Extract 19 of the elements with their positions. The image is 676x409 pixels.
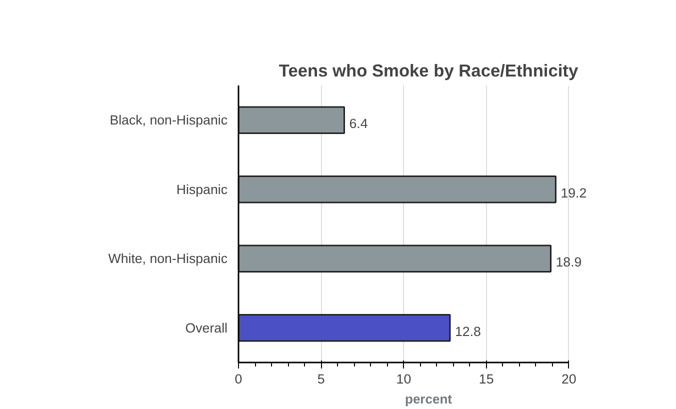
data-label: 6.4 (349, 116, 368, 132)
x-tick-label: 0 (234, 372, 242, 386)
bar (238, 244, 552, 273)
chart-title: Teens who Smoke by Race/Ethnicity (278, 60, 578, 80)
data-label: 18.9 (556, 254, 582, 270)
x-tick-label: 5 (317, 372, 325, 386)
data-label: 12.8 (454, 324, 481, 339)
y-tick-label: Black, non-Hispanic (110, 112, 228, 128)
y-tick-label: White, non-Hispanic (108, 251, 228, 266)
x-axis-title: percent (405, 392, 453, 406)
y-tick-label: Hispanic (176, 182, 228, 197)
bar (238, 106, 345, 134)
y-tick-label: Overall (185, 320, 228, 336)
x-tick-label: 10 (396, 372, 412, 386)
data-label: 19.2 (560, 185, 587, 200)
bar (238, 175, 556, 204)
bar (238, 314, 451, 342)
x-tick-label: 20 (562, 372, 576, 386)
x-tick-label: 15 (478, 372, 494, 386)
